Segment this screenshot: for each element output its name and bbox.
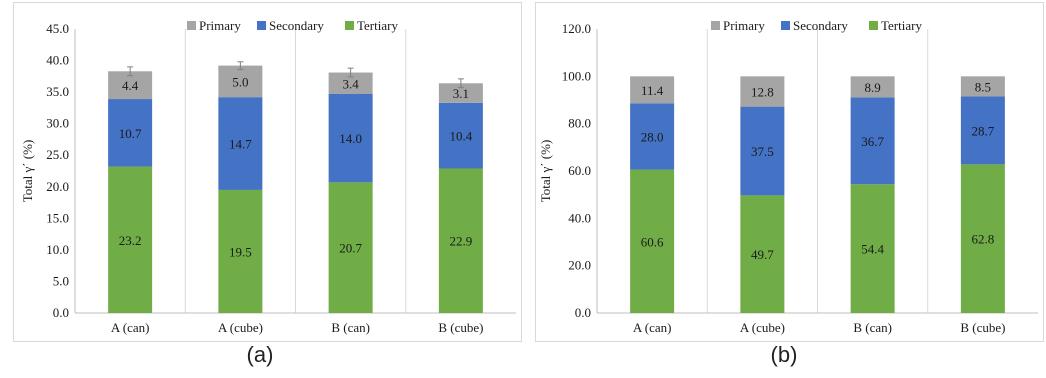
data-label-secondary: 10.7 bbox=[119, 126, 142, 141]
bar-segment-primary bbox=[438, 83, 483, 103]
bar-segment-primary bbox=[630, 76, 675, 104]
legend-label-secondary: Secondary bbox=[793, 18, 848, 33]
y-tick-label: 45.0 bbox=[46, 21, 69, 36]
bar-segment-secondary bbox=[740, 106, 785, 196]
y-tick-label: 30.0 bbox=[46, 116, 69, 131]
y-tick-label: 40.0 bbox=[568, 210, 591, 225]
y-tick-label: 10.0 bbox=[46, 242, 69, 257]
x-tick-label: B (cube) bbox=[960, 320, 1005, 335]
data-label-primary: 4.4 bbox=[122, 78, 139, 93]
y-tick-label: 25.0 bbox=[46, 147, 69, 162]
x-tick-label: A (cube) bbox=[218, 320, 263, 335]
data-label-primary: 8.9 bbox=[865, 80, 881, 95]
bar-segment-primary bbox=[328, 72, 373, 95]
bar-segment-secondary bbox=[438, 102, 483, 169]
data-label-secondary: 14.0 bbox=[339, 131, 362, 146]
chart-panel-b: 0.0 20.0 40.0 60.0 80.0 100.0 120.0 Total γ΄ (%… bbox=[535, 2, 1044, 342]
x-tick-label: A (can) bbox=[111, 320, 150, 335]
bar-segment-secondary bbox=[108, 99, 153, 167]
data-label-secondary: 36.7 bbox=[861, 134, 884, 149]
data-label-tertiary: 20.7 bbox=[339, 241, 362, 256]
data-label-secondary: 14.7 bbox=[229, 137, 252, 152]
legend-label-primary: Primary bbox=[199, 18, 241, 33]
data-label-secondary: 10.4 bbox=[450, 129, 473, 144]
legend-label-secondary: Secondary bbox=[269, 18, 324, 33]
legend-swatch-tertiary bbox=[869, 21, 878, 30]
legend-label-tertiary: Tertiary bbox=[357, 18, 398, 33]
bar-segment-tertiary bbox=[960, 164, 1005, 313]
bar-segment-tertiary bbox=[740, 195, 785, 313]
bar-segment-tertiary bbox=[328, 182, 373, 313]
y-tick-label: 15.0 bbox=[46, 210, 69, 225]
chart-panel-a: 0.0 5.0 10.0 15.0 20.0 25.0 30.0 35.0 40.0 45.0 To… bbox=[13, 2, 522, 342]
x-tick-label: A (can) bbox=[633, 320, 672, 335]
data-label-tertiary: 62.8 bbox=[972, 232, 995, 247]
legend-swatch-primary bbox=[187, 21, 196, 30]
legend-swatch-secondary bbox=[781, 21, 790, 30]
y-axis-title: Total γ΄ (%) bbox=[538, 140, 553, 203]
bar-segment-tertiary bbox=[438, 168, 483, 313]
chart-b-svg: 0.0 20.0 40.0 60.0 80.0 100.0 120.0 Total γ΄ (%… bbox=[538, 18, 1038, 335]
bar-segment-tertiary bbox=[218, 189, 263, 313]
data-label-tertiary: 60.6 bbox=[641, 234, 664, 249]
x-tick-label: B (can) bbox=[853, 320, 892, 335]
y-tick-label: 35.0 bbox=[46, 84, 69, 99]
data-label-primary: 3.4 bbox=[343, 76, 360, 91]
data-label-primary: 12.8 bbox=[751, 84, 774, 99]
x-tick-label: B (cube) bbox=[438, 320, 483, 335]
data-label-primary: 11.4 bbox=[641, 83, 664, 98]
y-tick-label: 5.0 bbox=[53, 273, 69, 288]
data-label-tertiary: 49.7 bbox=[751, 247, 774, 262]
data-label-tertiary: 19.5 bbox=[229, 244, 252, 259]
bar-segment-secondary bbox=[850, 97, 895, 185]
data-label-primary: 3.1 bbox=[453, 86, 469, 101]
y-tick-label: 20.0 bbox=[46, 179, 69, 194]
bar-segment-primary bbox=[218, 65, 263, 98]
y-tick-label: 20.0 bbox=[568, 258, 591, 273]
y-tick-label: 0.0 bbox=[53, 305, 69, 320]
data-label-tertiary: 54.4 bbox=[861, 242, 884, 257]
y-tick-label: 100.0 bbox=[562, 68, 591, 83]
caption-b: (b) bbox=[770, 342, 798, 367]
y-tick-label: 40.0 bbox=[46, 53, 69, 68]
bar-segment-primary bbox=[740, 76, 785, 107]
legend-swatch-secondary bbox=[257, 21, 266, 30]
bar-segment-secondary bbox=[328, 94, 373, 183]
y-tick-label: 120.0 bbox=[562, 21, 591, 36]
bar-segment-tertiary bbox=[850, 184, 895, 313]
chart-a-svg: 0.0 5.0 10.0 15.0 20.0 25.0 30.0 35.0 40.0 45.0 To… bbox=[20, 18, 516, 335]
data-label-secondary: 28.7 bbox=[972, 123, 995, 138]
legend-label-tertiary: Tertiary bbox=[881, 18, 922, 33]
legend-label-primary: Primary bbox=[723, 18, 765, 33]
bar-segment-primary bbox=[850, 76, 895, 98]
y-axis-title: Total γ΄ (%) bbox=[20, 140, 35, 203]
data-label-primary: 5.0 bbox=[232, 74, 248, 89]
y-tick-label: 0.0 bbox=[575, 305, 591, 320]
x-tick-label: A (cube) bbox=[740, 320, 785, 335]
legend-swatch-tertiary bbox=[345, 21, 354, 30]
data-label-secondary: 28.0 bbox=[641, 129, 664, 144]
bar-segment-secondary bbox=[218, 97, 263, 190]
bar-segment-tertiary bbox=[630, 169, 675, 313]
caption-a: (a) bbox=[246, 342, 274, 367]
bar-segment-secondary bbox=[630, 103, 675, 170]
data-label-tertiary: 23.2 bbox=[119, 233, 142, 248]
bar-segment-tertiary bbox=[108, 166, 153, 313]
x-tick-label: B (can) bbox=[331, 320, 370, 335]
y-tick-label: 60.0 bbox=[568, 163, 591, 178]
bar-segment-secondary bbox=[960, 96, 1005, 165]
legend-swatch-primary bbox=[711, 21, 720, 30]
y-tick-label: 80.0 bbox=[568, 116, 591, 131]
data-label-primary: 8.5 bbox=[975, 79, 991, 94]
data-label-tertiary: 22.9 bbox=[450, 234, 473, 249]
data-label-secondary: 37.5 bbox=[751, 144, 774, 159]
bar-segment-primary bbox=[960, 76, 1005, 97]
